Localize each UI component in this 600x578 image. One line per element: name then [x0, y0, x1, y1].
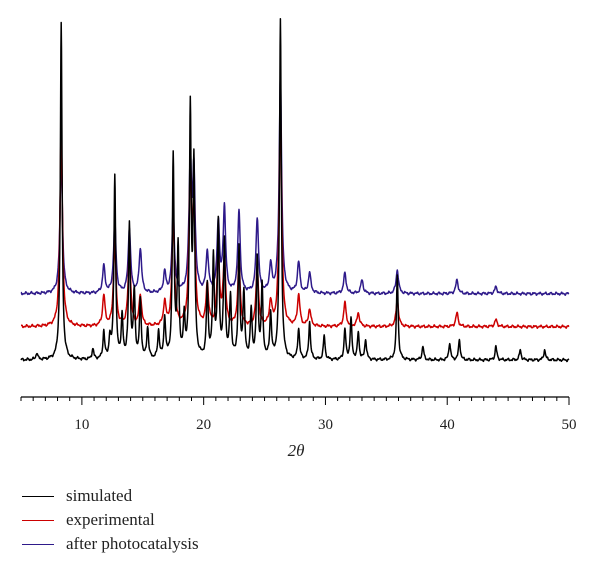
x-tick-label: 50 [562, 417, 577, 433]
xrd-chart: 10 20 30 40 50 2θ [20, 18, 577, 460]
legend-swatch-experimental [22, 519, 54, 521]
series-line-simulated [20, 18, 570, 363]
x-tick-label: 40 [440, 417, 455, 433]
legend-label-experimental: experimental [66, 510, 155, 529]
legend: simulated experimental after photocataly… [22, 484, 199, 556]
legend-item-simulated: simulated [22, 484, 199, 508]
x-tick-label: 20 [196, 417, 211, 433]
legend-swatch-after-photocatalysis [22, 543, 54, 545]
x-axis-ticks: 10 20 30 40 50 [20, 397, 577, 433]
x-tick-label: 30 [318, 417, 333, 433]
x-axis-title: 2θ [288, 441, 305, 460]
x-tick-label: 10 [74, 417, 89, 433]
series-line-after-photocatalysis [20, 74, 570, 296]
legend-label-after-photocatalysis: after photocatalysis [66, 534, 199, 553]
legend-label-simulated: simulated [66, 486, 133, 505]
legend-item-after-photocatalysis: after photocatalysis [22, 532, 199, 556]
series-layer [20, 18, 570, 363]
series-line-experimental [20, 103, 570, 329]
legend-swatch-simulated [22, 495, 54, 497]
legend-item-experimental: experimental [22, 508, 199, 532]
